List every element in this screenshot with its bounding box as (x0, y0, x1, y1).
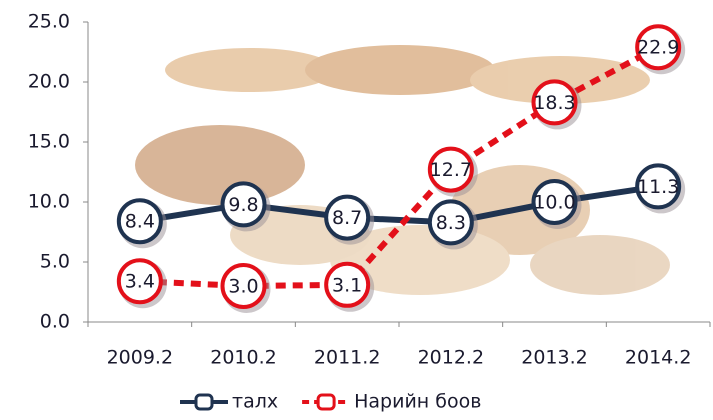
x-tick-label: 2013.2 (521, 347, 587, 369)
data-label: 22.9 (637, 37, 679, 59)
data-label: 8.4 (125, 211, 155, 233)
marker (427, 199, 474, 246)
data-label: 11.3 (637, 176, 679, 198)
legend-label: Нарийн боов (354, 391, 481, 413)
x-tick-label: 2010.2 (210, 347, 276, 369)
data-label: 8.3 (436, 212, 466, 234)
legend-marker (194, 393, 214, 411)
y-tick-label: 25.0 (28, 11, 70, 33)
data-label: 9.8 (228, 194, 258, 216)
marker (220, 263, 267, 309)
y-tick-label: 10.0 (28, 191, 70, 213)
data-label: 3.1 (332, 274, 362, 296)
background-bread (135, 45, 670, 295)
marker (220, 181, 267, 228)
x-tick-label: 2011.2 (314, 347, 380, 369)
data-label: 10.0 (533, 192, 575, 214)
data-label: 3.0 (228, 276, 258, 298)
marker (531, 179, 578, 225)
marker (531, 79, 578, 126)
marker (635, 163, 682, 210)
y-tick-label: 5.0 (40, 251, 70, 273)
marker (635, 24, 682, 71)
legend-marker (316, 393, 336, 411)
marker (427, 146, 474, 193)
y-tick-label: 15.0 (28, 131, 70, 153)
data-label: 3.4 (125, 271, 155, 293)
data-label: 12.7 (430, 159, 472, 181)
legend-label: талх (232, 391, 278, 413)
marker (324, 261, 371, 308)
marker (324, 194, 371, 241)
x-tick-label: 2012.2 (418, 347, 484, 369)
marker (116, 198, 163, 245)
y-tick-label: 0.0 (40, 311, 70, 333)
marker (116, 258, 163, 305)
y-tick-label: 20.0 (28, 71, 70, 93)
data-label: 8.7 (332, 207, 362, 229)
data-label: 18.3 (533, 92, 575, 114)
x-tick-label: 2014.2 (625, 347, 691, 369)
x-tick-label: 2009.2 (107, 347, 173, 369)
